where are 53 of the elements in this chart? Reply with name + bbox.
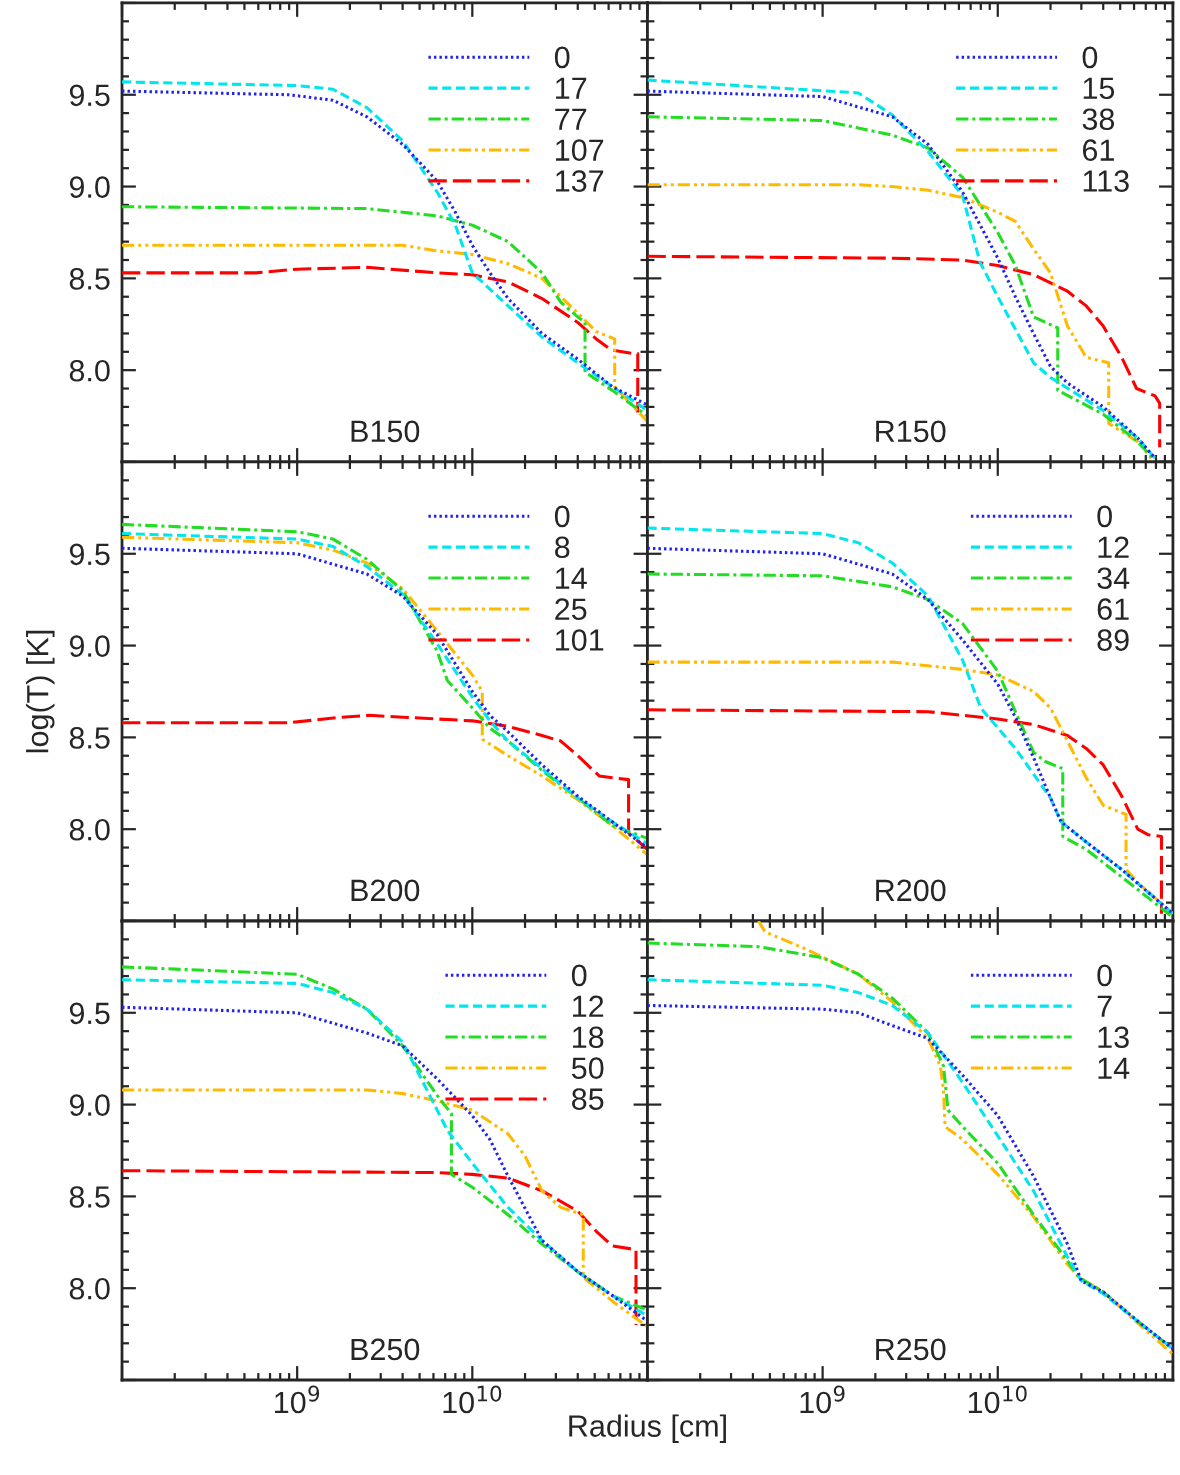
- y-tick-label: 8.5: [69, 1186, 110, 1208]
- legend-label: 8: [555, 536, 570, 559]
- annotation: R150: [876, 420, 946, 443]
- x-axis-title: Radius [cm]: [569, 1414, 726, 1443]
- legend-label: 14: [556, 567, 587, 589]
- legend-label: 89: [1097, 629, 1129, 651]
- legend-label: 0: [571, 964, 587, 987]
- legend-label: 61: [1082, 139, 1114, 161]
- legend-label: 137: [556, 170, 604, 192]
- legend-label: 13: [1098, 1026, 1129, 1049]
- legend-label: 0: [1082, 46, 1098, 69]
- y-tick-label: 9.5: [69, 84, 110, 107]
- y-tick-label: 9.0: [69, 1094, 110, 1116]
- legend-label: 101: [556, 629, 604, 651]
- y-tick-label: 8.5: [69, 727, 110, 749]
- legend-label: 0: [1097, 964, 1112, 987]
- legend-label: 0: [554, 46, 570, 69]
- annotation: B200: [351, 879, 420, 902]
- legend-label: 38: [1082, 108, 1115, 131]
- legend-label: 15: [1083, 77, 1115, 100]
- y-tick-label: 8.0: [69, 359, 110, 382]
- annotation: R250: [876, 1338, 946, 1361]
- legend-label: 25: [555, 598, 587, 620]
- legend-label: 107: [556, 139, 604, 161]
- x-tick-label: 10$^{9}$: [275, 1385, 320, 1414]
- x-tick-label: 10$^{9}$: [800, 1385, 845, 1414]
- legend-label: 14: [1098, 1057, 1130, 1079]
- legend-label: 12: [573, 995, 604, 1017]
- legend-label: 7: [1097, 995, 1112, 1017]
- legend-label: 77: [555, 108, 587, 130]
- x-tick-label: 10$^{10}$: [443, 1385, 502, 1414]
- x-tick-label: 10$^{10}$: [968, 1385, 1027, 1414]
- y-tick-label: 9.0: [69, 176, 110, 198]
- annotation: B250: [351, 1338, 420, 1361]
- y-axis-title: log(T) [K]: [26, 630, 55, 753]
- legend-label: 50: [571, 1057, 604, 1079]
- legend-label: 61: [1097, 598, 1129, 620]
- legend-label: 18: [573, 1026, 604, 1049]
- legend-label: 113: [1083, 170, 1129, 192]
- legend-label: 12: [1098, 536, 1129, 558]
- y-tick-label: 9.0: [69, 635, 110, 657]
- annotation: B150: [351, 420, 420, 443]
- legend-label: 17: [556, 77, 587, 99]
- y-tick-label: 9.5: [69, 1002, 110, 1025]
- y-tick-label: 8.0: [69, 818, 110, 841]
- legend-label: 0: [1097, 505, 1112, 528]
- legend-label: 34: [1097, 567, 1130, 590]
- y-tick-label: 8.0: [69, 1277, 110, 1300]
- y-tick-label: 9.5: [69, 543, 110, 566]
- legend-label: 0: [554, 505, 570, 528]
- legend-label: 85: [572, 1088, 604, 1110]
- annotation: R200: [876, 879, 946, 902]
- y-tick-label: 8.5: [69, 268, 110, 290]
